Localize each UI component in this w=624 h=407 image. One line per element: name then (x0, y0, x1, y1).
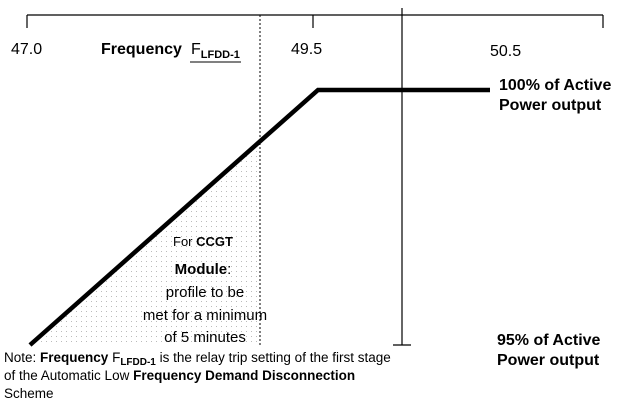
svg-text:Note: Frequency FLFDD-1 is the: Note: Frequency FLFDD-1 is the relay tri… (4, 350, 391, 368)
annotation-text: met for a minimum (143, 307, 267, 324)
annotation-text: profile to be (166, 284, 244, 301)
power-profile (28, 87, 490, 347)
level-label: 95% of Active (497, 332, 601, 349)
tick-label: 47.0 (11, 41, 42, 58)
annotation-text: : (227, 261, 231, 278)
tick-label: 50.5 (490, 43, 521, 60)
note-text: is the relay trip setting of the first s… (156, 350, 391, 365)
annotation-text: Module (175, 261, 228, 278)
level-label: Power output (499, 97, 602, 114)
note-text: Note: (4, 350, 40, 365)
level-label: Power output (497, 352, 600, 369)
note-text: of the Automatic Low (4, 368, 133, 383)
annotation-text: For (173, 234, 196, 249)
axis-label: Frequency (101, 41, 182, 58)
note-text: Frequency Demand Disconnection (133, 368, 355, 383)
annotation: For CCGT Module: profile to be met for a… (143, 234, 267, 346)
tick-label: 49.5 (291, 41, 322, 58)
note-text: LFDD-1 (120, 357, 156, 368)
svg-text:of the Automatic Low Frequency: of the Automatic Low Frequency Demand Di… (4, 368, 355, 383)
frequency-axis (26, 8, 604, 346)
svg-text:Module:: Module: (175, 261, 232, 278)
note: Note: Frequency FLFDD-1 is the relay tri… (4, 350, 391, 401)
annotation-text: CCGT (196, 234, 233, 249)
marker-symbol: F (191, 41, 201, 58)
lfdd-marker: FLFDD-1 (191, 41, 240, 61)
svg-text:For CCGT: For CCGT (173, 234, 233, 249)
note-text: Scheme (4, 386, 54, 401)
annotation-text: of 5 minutes (164, 329, 246, 346)
note-text: F (108, 350, 120, 365)
note-text: Frequency (40, 350, 109, 365)
marker-subscript: LFDD-1 (201, 49, 240, 61)
level-label: 100% of Active (499, 77, 611, 94)
